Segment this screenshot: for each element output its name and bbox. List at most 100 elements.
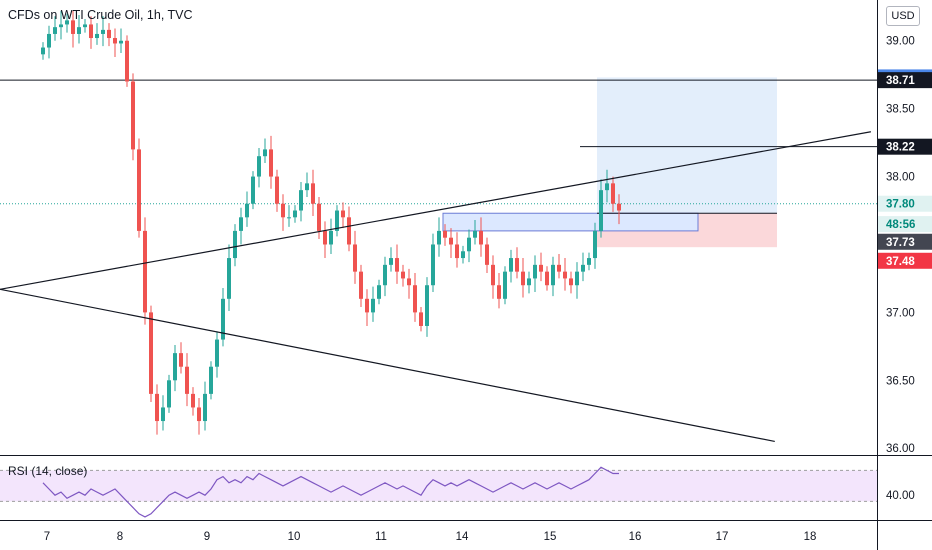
candle-body (617, 203, 621, 211)
x-tick-label: 8 (117, 531, 123, 543)
candle-body (167, 380, 171, 408)
candle-body (503, 271, 507, 299)
y-tick-label: 37.00 (886, 307, 915, 319)
candle-body (473, 230, 477, 238)
candle-body (191, 393, 195, 408)
x-tick-label: 16 (629, 531, 642, 543)
candle-body (605, 183, 609, 191)
candle-body (509, 258, 513, 272)
target-zone (597, 77, 777, 214)
candle-body (305, 183, 309, 191)
candle-body (449, 237, 453, 245)
candle-body (143, 230, 147, 313)
candle-body (197, 407, 201, 422)
candle-body (521, 271, 525, 286)
price-badge (878, 72, 932, 89)
x-tick-label: 14 (456, 531, 469, 543)
candle-body (425, 285, 429, 326)
candle-body (239, 217, 243, 231)
candle-body (215, 339, 219, 367)
candle-body (575, 271, 579, 286)
price-badge-label: 48:56 (886, 219, 915, 231)
triangle-upper-line (0, 131, 872, 290)
x-tick-label: 11 (375, 531, 387, 543)
candle-body (251, 176, 255, 204)
candle-body (359, 271, 363, 299)
candle-body (53, 27, 57, 34)
candle-body (221, 298, 225, 340)
candle-body (119, 40, 123, 44)
candle-body (149, 312, 153, 394)
candle-body (581, 264, 585, 272)
candle-body (563, 271, 567, 279)
highlight-rect (442, 212, 699, 232)
candle-body (47, 33, 51, 48)
x-tick-label: 15 (544, 531, 557, 543)
x-tick-label: 17 (716, 531, 729, 543)
candle-body (461, 251, 465, 259)
candle-body (95, 33, 99, 39)
rsi-tick-label: 40.00 (886, 490, 915, 502)
candle-body (437, 230, 441, 245)
candle-body (65, 20, 69, 25)
price-badge-label: 38.71 (886, 75, 915, 87)
candle-body (533, 264, 537, 279)
candle-body (107, 29, 111, 39)
candle-body (455, 244, 459, 259)
candle-body (179, 353, 183, 367)
candle-body (185, 366, 189, 394)
candle-body (335, 210, 339, 231)
price-badge-label: 37.73 (886, 237, 915, 249)
candle-body (287, 217, 291, 219)
candle-body (515, 258, 519, 272)
candle-body (527, 278, 531, 286)
candle-body (77, 27, 81, 34)
candle-body (299, 190, 303, 211)
candle-body (551, 264, 555, 286)
rsi-band (0, 470, 877, 502)
candle-body (443, 230, 447, 238)
candle-body (173, 353, 177, 381)
candle-body (539, 264, 543, 272)
candle-body (599, 190, 603, 231)
candle-body (125, 40, 129, 82)
price-badge-label: 37.80 (886, 199, 915, 211)
candle-body (545, 271, 549, 286)
candle-body (137, 149, 141, 231)
candle-body (155, 393, 159, 422)
price-badge-label: 37.48 (886, 256, 915, 268)
price-badge (878, 233, 932, 250)
y-tick-label: 38.00 (886, 172, 915, 184)
candle-body (479, 230, 483, 245)
candle-body (395, 258, 399, 272)
candle-body (293, 210, 297, 218)
y-tick-label: 36.50 (886, 375, 915, 387)
candle-body (101, 29, 105, 34)
candle-body (59, 24, 63, 28)
chart-title: CFDs on WTI Crude Oil, 1h, TVC (8, 8, 193, 22)
y-tick-label: 39.00 (886, 36, 915, 48)
triangle-lower-line (0, 288, 775, 443)
candle-body (203, 393, 207, 422)
currency-button[interactable]: USD (886, 6, 920, 26)
candle-body (113, 38, 117, 44)
candle-body (317, 203, 321, 231)
candle-body (341, 210, 345, 218)
candle-body (269, 149, 273, 177)
candle-body (365, 298, 369, 313)
candle-body (467, 237, 471, 252)
y-tick-label: 38.50 (886, 104, 915, 116)
price-badge (878, 252, 932, 269)
candle-body (611, 183, 615, 204)
candle-body (347, 217, 351, 245)
candle-body (323, 230, 327, 245)
candle-body (83, 24, 87, 28)
candle-body (593, 230, 597, 259)
candle-body (497, 285, 501, 299)
candle-body (71, 20, 75, 34)
candle-body (371, 298, 375, 313)
candle-body (557, 264, 561, 272)
candle-body (89, 24, 93, 39)
